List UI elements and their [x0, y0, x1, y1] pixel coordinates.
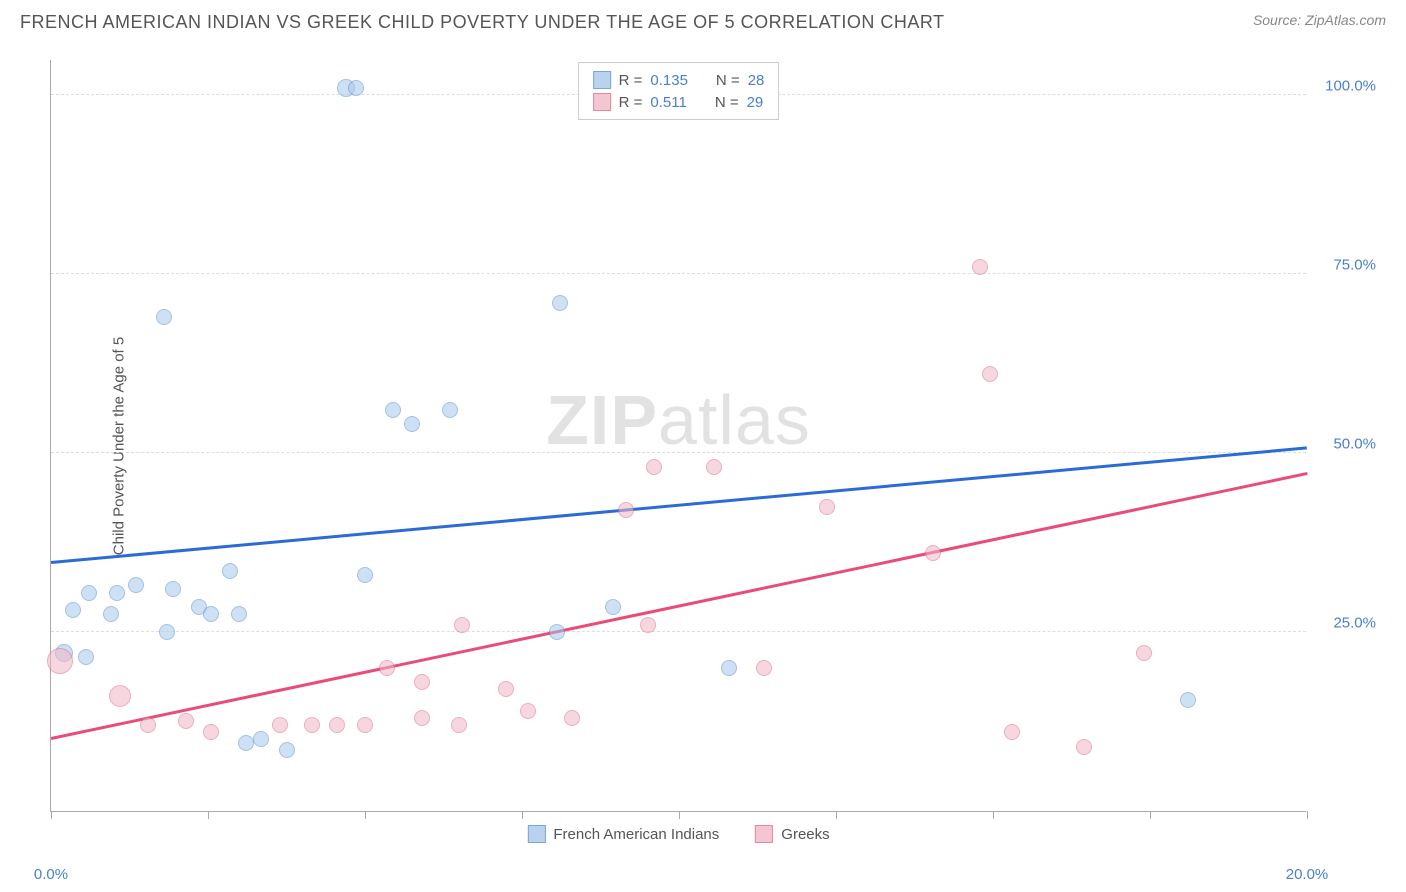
data-point [640, 617, 656, 633]
data-point [721, 660, 737, 676]
y-tick-label: 100.0% [1325, 77, 1376, 94]
data-point [140, 717, 156, 733]
legend-n-value: 28 [748, 72, 765, 89]
legend-swatch [593, 93, 611, 111]
x-tick [522, 811, 523, 819]
data-point [222, 563, 238, 579]
gridline [51, 273, 1306, 274]
data-point [238, 735, 254, 751]
x-tick [208, 811, 209, 819]
data-point [646, 459, 662, 475]
x-tick [993, 811, 994, 819]
data-point [379, 660, 395, 676]
data-point [109, 585, 125, 601]
data-point [231, 606, 247, 622]
legend-swatch [527, 825, 545, 843]
data-point [78, 649, 94, 665]
data-point [605, 599, 621, 615]
x-tick [1150, 811, 1151, 819]
legend-item: French American Indians [527, 825, 719, 843]
data-point [454, 617, 470, 633]
data-point [47, 648, 73, 674]
legend-series-name: Greeks [781, 826, 829, 843]
data-point [178, 713, 194, 729]
data-point [498, 681, 514, 697]
gridline [51, 631, 1306, 632]
data-point [819, 499, 835, 515]
legend-r-label: R = [619, 94, 643, 111]
x-tick [365, 811, 366, 819]
data-point [103, 606, 119, 622]
data-point [272, 717, 288, 733]
y-tick-label: 75.0% [1333, 256, 1376, 273]
data-point [414, 710, 430, 726]
data-point [203, 724, 219, 740]
legend-r-label: R = [619, 72, 643, 89]
chart-title: FRENCH AMERICAN INDIAN VS GREEK CHILD PO… [20, 12, 945, 33]
legend-r-value: 0.135 [650, 72, 688, 89]
data-point [1076, 739, 1092, 755]
data-point [972, 259, 988, 275]
data-point [925, 545, 941, 561]
x-tick [836, 811, 837, 819]
trend-line [51, 447, 1307, 564]
data-point [618, 502, 634, 518]
data-point [564, 710, 580, 726]
data-point [1180, 692, 1196, 708]
legend-n-value: 29 [747, 94, 764, 111]
watermark: ZIPatlas [546, 380, 811, 460]
data-point [1004, 724, 1020, 740]
data-point [357, 717, 373, 733]
data-point [357, 567, 373, 583]
data-point [549, 624, 565, 640]
data-point [348, 80, 364, 96]
gridline [51, 452, 1306, 453]
data-point [253, 731, 269, 747]
scatter-chart: ZIPatlas 25.0%50.0%75.0%100.0%0.0%20.0%R… [50, 60, 1306, 812]
legend-item: Greeks [755, 825, 829, 843]
data-point [552, 295, 568, 311]
data-point [404, 416, 420, 432]
data-point [128, 577, 144, 593]
x-tick [679, 811, 680, 819]
data-point [706, 459, 722, 475]
x-tick [51, 811, 52, 819]
legend-series-name: French American Indians [553, 826, 719, 843]
data-point [165, 581, 181, 597]
x-tick-label: 0.0% [34, 866, 68, 883]
data-point [279, 742, 295, 758]
y-tick-label: 50.0% [1333, 435, 1376, 452]
data-point [65, 602, 81, 618]
data-point [81, 585, 97, 601]
legend-n-label: N = [715, 94, 739, 111]
legend-swatch [755, 825, 773, 843]
data-point [520, 703, 536, 719]
data-point [304, 717, 320, 733]
data-point [982, 366, 998, 382]
data-point [1136, 645, 1152, 661]
correlation-legend: R = 0.135 N = 28 R = 0.511 N = 29 [578, 62, 780, 120]
data-point [159, 624, 175, 640]
y-tick-label: 25.0% [1333, 614, 1376, 631]
legend-n-label: N = [716, 72, 740, 89]
data-point [329, 717, 345, 733]
legend-r-value: 0.511 [650, 94, 686, 111]
legend-row: R = 0.135 N = 28 [593, 69, 765, 91]
data-point [414, 674, 430, 690]
data-point [203, 606, 219, 622]
source-label: Source: ZipAtlas.com [1253, 12, 1386, 28]
data-point [756, 660, 772, 676]
data-point [451, 717, 467, 733]
x-tick-label: 20.0% [1286, 866, 1329, 883]
data-point [385, 402, 401, 418]
data-point [156, 309, 172, 325]
data-point [109, 685, 131, 707]
legend-swatch [593, 71, 611, 89]
x-tick [1307, 811, 1308, 819]
series-legend: French American Indians Greeks [527, 825, 829, 843]
legend-row: R = 0.511 N = 29 [593, 91, 765, 113]
data-point [442, 402, 458, 418]
